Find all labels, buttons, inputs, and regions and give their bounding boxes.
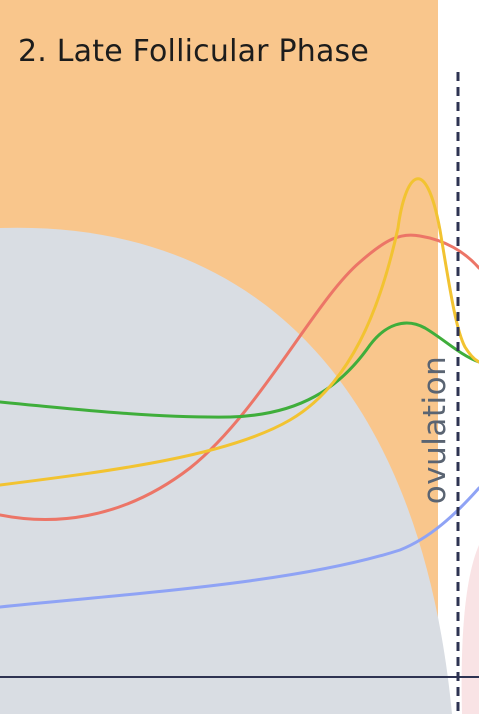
uterine-lining-shape (0, 227, 452, 714)
lh-curve (0, 233, 479, 522)
estrogen-curve (0, 177, 479, 487)
phase-title: 2. Late Follicular Phase (18, 34, 370, 69)
ovulation-label: ovulation (417, 355, 453, 505)
luteal-phase-edge (461, 545, 479, 714)
progesterone-curve (0, 486, 479, 609)
